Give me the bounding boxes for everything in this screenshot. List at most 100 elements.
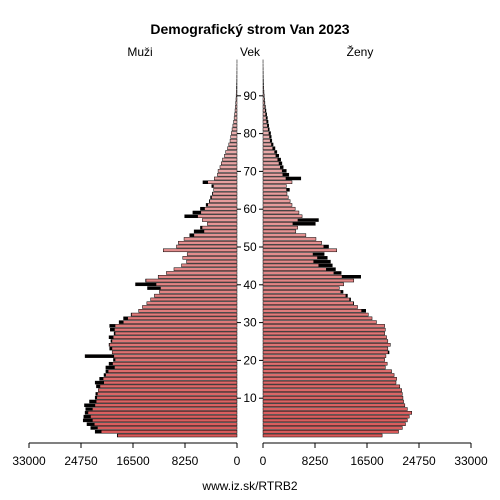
male-bar-age-23: [109, 346, 238, 351]
female-bar-age-51: [262, 240, 322, 245]
female-bar-age-74: [262, 154, 280, 158]
female-bar-age-64: [262, 191, 288, 196]
male-bar-age-83: [233, 120, 238, 124]
male-excess-age-16: [104, 373, 106, 377]
female-excess-age-56: [292, 222, 316, 226]
male-excess-age-10: [95, 396, 98, 400]
female-excess-age-85: [265, 112, 267, 116]
male-excess-age-41: [145, 279, 147, 283]
female-bar-age-26: [262, 335, 387, 339]
male-excess-age-31: [123, 316, 128, 320]
female-bar-age-39: [262, 286, 340, 290]
male-excess-age-59: [192, 210, 202, 214]
male-bar-age-84: [233, 116, 238, 120]
male-bar-age-57: [202, 218, 238, 222]
female-bar-age-37: [262, 293, 348, 298]
male-bar-age-19: [108, 361, 238, 366]
male-bar-age-69: [217, 172, 238, 177]
age-tick-label-10: 10: [243, 391, 257, 405]
male-excess-age-27: [114, 331, 116, 335]
female-excess-age-70: [281, 169, 287, 173]
male-bar-age-60: [200, 206, 238, 211]
male-bar-age-77: [228, 142, 238, 147]
female-label: Ženy: [347, 44, 374, 59]
male-bar-age-85: [234, 112, 238, 116]
male-bar-age-9: [89, 399, 238, 404]
male-excess-age-17: [105, 369, 109, 373]
male-excess-age-63: [210, 195, 212, 199]
female-excess-age-43: [333, 271, 342, 275]
male-bar-age-88: [235, 101, 238, 105]
female-bar-age-4: [262, 418, 408, 423]
male-bar-age-0: [116, 433, 238, 438]
male-excess-age-32: [131, 313, 132, 317]
female-bar-age-54: [262, 229, 297, 234]
female-bar-age-35: [262, 301, 355, 305]
male-excess-age-11: [95, 392, 98, 396]
female-excess-age-68: [285, 176, 301, 180]
male-bar-age-18: [105, 365, 238, 370]
male-label: Muži: [127, 45, 152, 59]
male-bar-age-53: [189, 233, 238, 237]
male-bar-age-87: [235, 104, 238, 109]
female-bar-age-9: [262, 399, 404, 404]
x-tick-label-right-4: 33000: [454, 454, 488, 468]
male-bar-age-5: [83, 414, 238, 419]
male-excess-age-24: [109, 343, 110, 347]
male-excess-age-55: [200, 226, 203, 230]
female-excess-age-89: [264, 97, 265, 101]
male-bar-age-72: [220, 161, 238, 166]
male-bar-age-47: [182, 256, 238, 260]
male-excess-age-18: [105, 365, 115, 369]
male-bar-age-56: [207, 222, 238, 226]
male-bar-age-36: [150, 297, 238, 302]
female-excess-age-74: [275, 154, 279, 158]
male-bar-age-30: [118, 320, 238, 324]
female-excess-age-46: [313, 260, 331, 264]
male-bar-age-17: [105, 369, 238, 373]
female-bar-age-12: [262, 388, 402, 392]
female-excess-age-73: [277, 158, 281, 162]
male-bar-age-39: [147, 286, 238, 290]
female-excess-age-77: [271, 142, 274, 146]
male-excess-age-26: [109, 335, 114, 339]
female-excess-age-71: [280, 165, 284, 169]
age-tick-label-20: 20: [243, 353, 257, 367]
male-excess-age-1: [95, 430, 102, 434]
male-bar-age-71: [219, 165, 238, 169]
male-bar-age-50: [176, 244, 238, 249]
male-excess-age-53: [189, 233, 195, 237]
female-bar-age-55: [262, 225, 298, 230]
female-bar-age-5: [262, 414, 410, 419]
male-excess-age-13: [96, 384, 101, 388]
male-bar-age-15: [99, 377, 238, 381]
male-bar-age-75: [225, 150, 238, 154]
male-bar-age-62: [209, 199, 238, 203]
female-bar-age-22: [262, 350, 390, 355]
male-bar-age-16: [103, 373, 238, 377]
female-bar-age-29: [262, 324, 385, 328]
male-bar-age-8: [84, 403, 238, 408]
female-excess-age-82: [267, 124, 269, 128]
age-tick-label-90: 90: [243, 89, 257, 103]
male-bar-age-13: [96, 384, 238, 389]
male-excess-age-8: [84, 403, 96, 407]
female-excess-age-76: [272, 146, 275, 150]
x-tick-label-left-2: 16500: [116, 454, 150, 468]
female-excess-age-50: [323, 245, 329, 249]
male-bar-age-70: [217, 169, 238, 173]
age-tick-label-60: 60: [243, 202, 257, 216]
female-excess-age-80: [268, 131, 271, 135]
male-bar-age-25: [110, 339, 238, 343]
male-bar-age-28: [110, 327, 238, 332]
female-excess-age-79: [269, 135, 272, 139]
age-tick-label-80: 80: [243, 127, 257, 141]
female-bar-age-6: [262, 411, 412, 415]
male-excess-age-3: [86, 422, 95, 426]
age-label: Vek: [240, 45, 261, 59]
female-bar-age-53: [262, 233, 307, 237]
male-bar-age-46: [186, 259, 238, 264]
female-bar-age-60: [262, 206, 296, 211]
female-bar-age-62: [262, 199, 291, 203]
female-excess-age-33: [361, 309, 366, 313]
